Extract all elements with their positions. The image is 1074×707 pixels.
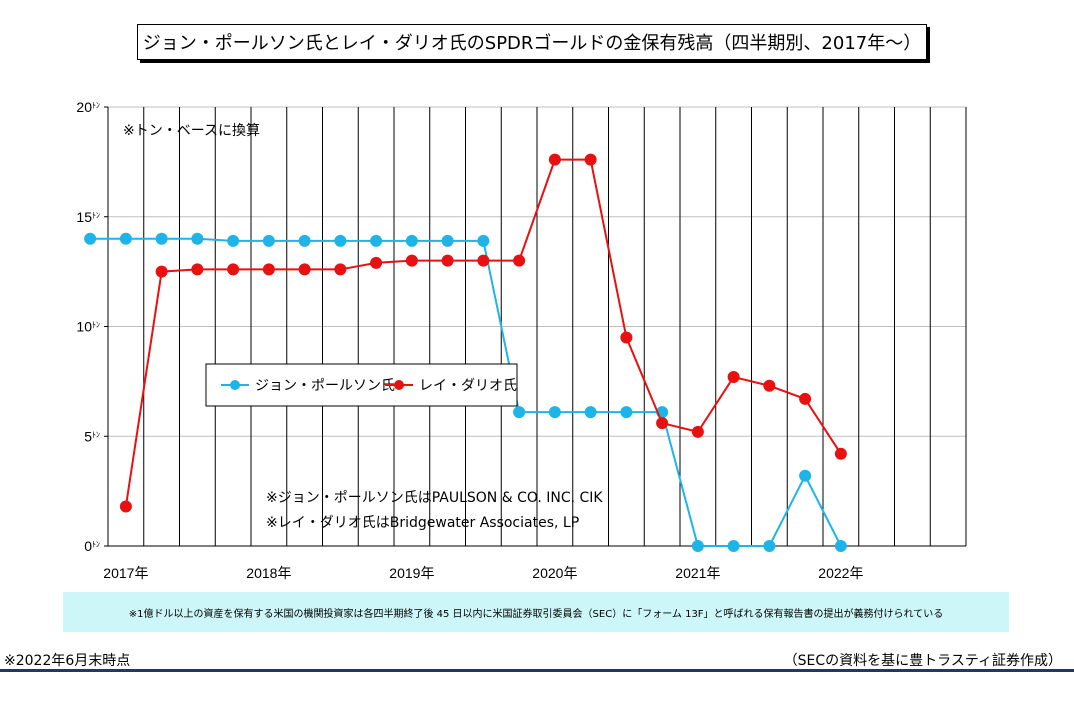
- y-tick-label: 20ﾄﾝ: [76, 99, 100, 115]
- data-point: [441, 254, 454, 267]
- data-point: [763, 379, 776, 392]
- y-tick-label: 10ﾄﾝ: [76, 319, 100, 335]
- data-point: [155, 265, 168, 278]
- data-point: [584, 406, 597, 419]
- data-point: [334, 263, 347, 276]
- line-chart: 0ﾄﾝ 5ﾄﾝ 10ﾄﾝ 15ﾄﾝ 20ﾄﾝ 2017年 2018年 2019年 2020年 20…: [76, 99, 967, 581]
- data-point: [620, 406, 633, 419]
- data-point: [262, 263, 275, 276]
- data-point: [513, 406, 526, 419]
- grid: [108, 106, 967, 546]
- data-point: [84, 232, 97, 245]
- data-point: [298, 234, 311, 247]
- source-note-dalio: ※レイ・ダリオ氏はBridgewater Associates, LP: [266, 515, 579, 531]
- data-point: [799, 392, 812, 405]
- data-point: [262, 234, 275, 247]
- series-line-0: [90, 237, 842, 547]
- data-point: [799, 469, 812, 482]
- data-point: [834, 447, 847, 460]
- data-point: [763, 540, 776, 552]
- source-note-paulson: ※ジョン・ポールソン氏はPAULSON & CO. INC. CIK: [266, 490, 603, 506]
- x-tick-label: 2018年: [246, 565, 291, 581]
- source-note: （SECの資料を基に豊トラスティ証券作成）: [783, 653, 1062, 669]
- data-point: [656, 417, 669, 430]
- data-point: [727, 540, 740, 552]
- data-point: [227, 234, 240, 247]
- data-point: [405, 234, 418, 247]
- data-point: [727, 370, 740, 383]
- data-point: [691, 540, 704, 552]
- data-point: [548, 406, 561, 419]
- data-point: [191, 232, 204, 245]
- data-point: [370, 256, 383, 269]
- x-tick-label: 2017年: [103, 565, 148, 581]
- legend: ジョン・ポールソン氏 レイ・ダリオ氏: [205, 363, 518, 407]
- data-point: [119, 232, 132, 245]
- data-point: [334, 234, 347, 247]
- data-point: [620, 331, 633, 344]
- footnote: ※1億ドル以上の資産を保有する米国の機関投資家は各四半期終了後 45 日以内に米…: [63, 592, 1009, 632]
- data-point: [191, 263, 204, 276]
- series: [84, 153, 847, 552]
- data-point: [405, 254, 418, 267]
- as-of-date: ※2022年6月末時点: [4, 653, 131, 669]
- data-point: [548, 153, 561, 166]
- data-point: [691, 425, 704, 438]
- data-point: [477, 254, 490, 267]
- data-point: [513, 254, 526, 267]
- data-point: [834, 540, 847, 552]
- y-tick-label: 0ﾄﾝ: [84, 538, 100, 554]
- x-tick-label: 2022年: [818, 565, 863, 581]
- legend-label: レイ・ダリオ氏: [419, 378, 517, 394]
- axes: 0ﾄﾝ 5ﾄﾝ 10ﾄﾝ 15ﾄﾝ 20ﾄﾝ 2017年 2018年 2019年 2020年 20…: [76, 99, 966, 581]
- data-point: [227, 263, 240, 276]
- annotations: ※トン・ベースに換算 ※ジョン・ポールソン氏はPAULSON & CO. INC.…: [123, 123, 603, 531]
- unit-note: ※トン・ベースに換算: [123, 123, 260, 139]
- legend-marker: [394, 380, 404, 390]
- bottom-rule: [0, 669, 1074, 672]
- data-point: [298, 263, 311, 276]
- chart-title: ジョン・ポールソン氏とレイ・ダリオ氏のSPDRゴールドの金保有残高（四半期別、2…: [137, 24, 927, 60]
- data-point: [441, 234, 454, 247]
- x-tick-label: 2019年: [389, 565, 434, 581]
- data-point: [584, 153, 597, 166]
- data-point: [155, 232, 168, 245]
- y-tick-label: 15ﾄﾝ: [76, 209, 100, 225]
- x-tick-label: 2020年: [532, 565, 577, 581]
- series-line-1: [124, 158, 842, 507]
- x-tick-label: 2021年: [675, 565, 720, 581]
- legend-box: [205, 363, 518, 407]
- legend-label: ジョン・ポールソン氏: [255, 378, 395, 394]
- data-point: [370, 234, 383, 247]
- legend-marker: [230, 380, 240, 390]
- data-point: [477, 234, 490, 247]
- y-tick-label: 5ﾄﾝ: [84, 428, 100, 444]
- data-point: [119, 500, 132, 513]
